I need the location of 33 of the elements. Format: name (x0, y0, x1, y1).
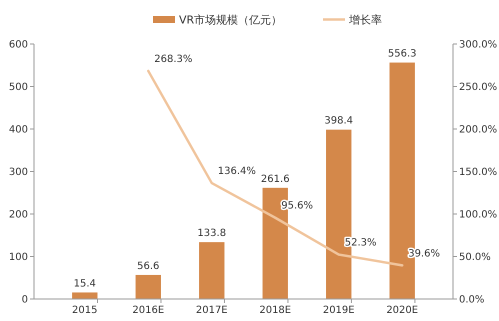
y-tick-label: 400 (8, 124, 28, 136)
data-label: 133.8 (197, 228, 226, 240)
legend-label: VR市场规模（亿元） (179, 13, 282, 26)
y-tick-label: 500 (8, 82, 28, 93)
x-tick-label: 2019E (322, 305, 355, 316)
y2-tick-label: 100.0% (459, 210, 498, 220)
y-tick-label: 300 (8, 167, 28, 178)
bar (136, 274, 161, 299)
y-tick-label: 100 (8, 252, 28, 263)
x-tick-label: 2020E (386, 305, 418, 316)
x-tick-label: 2016E (132, 305, 164, 316)
data-label: 56.6 (137, 260, 160, 272)
data-label: 15.4 (74, 278, 96, 290)
bar (199, 242, 224, 299)
bar (72, 292, 98, 299)
y2-tick-label: 250.0% (459, 82, 498, 93)
data-label: 556.3 (388, 48, 417, 60)
y2-tick-label: 150.0% (459, 167, 498, 178)
y2-tick-label: 50.0% (459, 252, 491, 263)
data-label: 398.4 (324, 116, 354, 127)
x-tick-label: 2015 (72, 305, 98, 316)
y-tick-label: 0 (22, 294, 28, 306)
data-label: 136.4% (218, 166, 256, 178)
data-label: 261.6 (260, 174, 290, 185)
y2-tick-label: 200.0% (459, 124, 498, 136)
x-tick-label: 2017E (196, 305, 228, 316)
legend-label: 增长率 (348, 13, 382, 26)
y2-tick-label: 300.0% (459, 40, 498, 50)
y-tick-label: 600 (8, 40, 28, 50)
data-label: 268.3% (154, 54, 192, 65)
y-tick-label: 200 (8, 210, 28, 220)
y2-tick-label: 0.0% (459, 294, 484, 306)
x-tick-label: 2018E (259, 305, 292, 316)
